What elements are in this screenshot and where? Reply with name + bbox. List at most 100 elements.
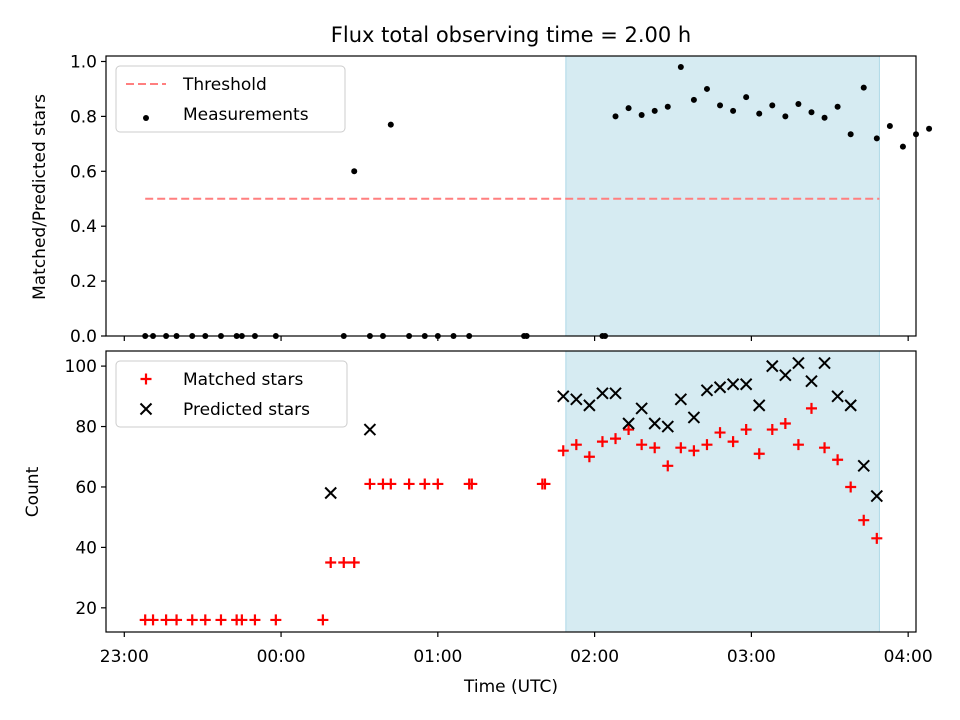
measurement-point [351,168,358,175]
predicted-star-point [739,378,753,391]
x-axis-label: Time (UTC) [463,677,558,697]
predicted-star-point [818,356,831,370]
matched-star-point [623,424,635,436]
measurement-point [821,114,828,121]
matched-star-point [385,478,397,490]
matched-star-point [688,445,700,457]
measurement-point [756,110,763,117]
matched-star-point [649,442,661,454]
legend: Matched stars Predicted stars [115,360,348,428]
observing-window-shade [565,55,880,337]
measurement-point [860,84,867,91]
measurement-point [743,94,750,101]
legend-box [115,65,346,133]
predicted-star-point [726,378,740,391]
predicted-star-point [805,375,818,388]
predicted-star-point [687,411,701,424]
y-tick-label: 0.0 [70,327,97,347]
measurement-point [730,107,737,114]
matched-star-point [753,448,765,460]
measurement-point [625,105,632,112]
legend-label: Matched stars [183,370,303,390]
measurement-point [847,131,854,138]
predicted-star-point [324,486,337,500]
axes-frame [105,55,917,337]
matched-star-point [317,614,329,626]
series-matched-stars [139,402,883,626]
matched-star-point [610,433,622,445]
matched-star-point [466,478,478,490]
predicted-star-point [596,387,609,400]
legend-matched-swatch [140,373,152,385]
legend: Threshold Measurements [115,65,346,133]
top-y-axis-label: Matched/Predicted stars [30,94,50,300]
matched-star-point [832,454,844,466]
y-tick-label: 1.0 [70,52,97,72]
measurement-point [808,109,815,116]
matched-star-point [147,614,159,626]
matched-star-point [348,557,360,569]
matched-star-point [570,439,582,451]
predicted-star-point [857,459,870,473]
y-tick-label: 80 [75,418,97,438]
measurement-point [703,85,710,92]
measurement-point [795,101,802,108]
legend-predicted-swatch [139,402,153,416]
x-tick-label: 23:00 [100,647,149,667]
measurement-point [677,63,684,70]
series-predicted-stars [324,356,884,503]
measurement-point [926,125,933,132]
measurement-point [664,103,671,110]
matched-star-point [740,424,752,436]
y-tick-label: 60 [75,478,97,498]
measurement-point [886,123,893,129]
measurement-point [612,113,619,120]
observing-window-shade [565,350,880,633]
predicted-star-point [648,417,661,430]
matched-star-point [539,478,551,490]
matched-star-point [160,614,172,626]
measurement-point [717,102,724,109]
matched-star-point [792,439,804,451]
predicted-star-point [609,387,622,400]
axes-frame [105,350,917,633]
predicted-star-point [844,399,857,412]
matched-star-point [662,460,674,472]
predicted-star-point [635,402,648,415]
matched-star-point [766,424,778,436]
bottom-y-axis-label: Count [23,466,43,517]
measurement-point [782,113,789,120]
predicted-star-point [583,399,596,412]
predicted-star-point [622,417,635,430]
matched-star-point [583,451,595,463]
predicted-star-point [700,384,714,397]
matched-star-point [171,614,183,626]
legend-label: Measurements [183,105,309,125]
matched-star-point [236,614,248,626]
matched-star-point [249,614,261,626]
measurement-point [834,103,841,110]
x-tick-label: 01:00 [413,647,462,667]
predicted-star-point [661,420,674,433]
predicted-star-point [779,368,792,382]
matched-star-point [701,439,713,451]
legend-measurement-swatch [143,115,149,121]
measurement-point [873,135,880,142]
bottom-panel: 20 40 60 80 100 23:00 00:00 01:00 02:00 03:00 04:0… [65,350,933,667]
y-tick-label: 40 [75,538,97,558]
predicted-star-point [363,423,377,436]
legend-label: Threshold [182,75,267,95]
predicted-star-point [766,359,779,373]
y-tick-label: 0.6 [70,162,97,182]
measurement-point [651,107,658,114]
y-tick-label: 0.2 [70,272,97,292]
matched-star-point [325,557,337,569]
measurement-point [387,121,394,128]
measurement-point [638,112,645,119]
matched-star-point [596,436,608,448]
matched-star-point [215,614,227,626]
matched-star-point [364,478,376,490]
y-tick-label: 20 [75,599,97,619]
x-tick-label: 04:00 [884,647,933,667]
matched-star-point [714,427,726,439]
